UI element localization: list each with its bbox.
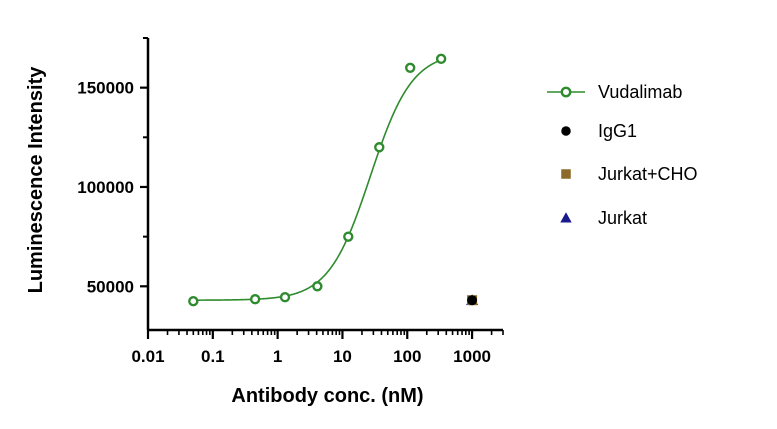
legend-marker-igg1 bbox=[561, 126, 571, 136]
axes: 50000 100000 150000 0.01 0.1 1 10 100 1000 bbox=[77, 37, 504, 366]
x-tick-label: 1 bbox=[273, 347, 282, 366]
x-tick-label: 1000 bbox=[453, 347, 491, 366]
data-points bbox=[188, 53, 479, 307]
legend-label-vudalimab: Vudalimab bbox=[598, 82, 682, 102]
vudalimab-point bbox=[312, 281, 323, 292]
legend-item-jurkat-cho: Jurkat+CHO bbox=[561, 164, 698, 184]
plot-area bbox=[188, 53, 479, 307]
y-tick-label: 150000 bbox=[77, 79, 134, 98]
legend-item-jurkat: Jurkat bbox=[560, 208, 647, 228]
vudalimab-point bbox=[279, 292, 291, 303]
legend: Vudalimab IgG1 Jurkat+CHO Jurkat bbox=[547, 82, 698, 228]
legend-marker-vudalimab bbox=[560, 86, 572, 98]
legend-item-vudalimab: Vudalimab bbox=[547, 82, 682, 102]
vudalimab-point bbox=[249, 294, 261, 305]
legend-marker-jurkat-cho bbox=[561, 169, 571, 179]
legend-marker-jurkat bbox=[560, 212, 572, 223]
x-ticks: 0.01 0.1 1 10 100 1000 bbox=[131, 330, 504, 366]
x-tick-label: 10 bbox=[333, 347, 352, 366]
y-tick-label: 100000 bbox=[77, 178, 134, 197]
legend-label-jurkat: Jurkat bbox=[598, 208, 647, 228]
igg1-point bbox=[467, 295, 478, 306]
legend-label-jurkat-cho: Jurkat+CHO bbox=[598, 164, 698, 184]
vudalimab-point bbox=[188, 295, 199, 307]
x-tick-label: 100 bbox=[393, 347, 421, 366]
y-ticks: 50000 100000 150000 bbox=[77, 37, 148, 296]
legend-item-igg1: IgG1 bbox=[561, 121, 637, 141]
y-axis-title: Luminescence Intensity bbox=[25, 66, 47, 294]
vudalimab-point bbox=[435, 53, 447, 65]
vudalimab-point bbox=[343, 231, 354, 242]
legend-label-igg1: IgG1 bbox=[598, 121, 637, 141]
vudalimab-point bbox=[374, 142, 385, 153]
x-axis-title: Antibody conc. (nM) bbox=[231, 385, 423, 407]
y-tick-label: 50000 bbox=[87, 277, 134, 296]
x-tick-label: 0.01 bbox=[131, 347, 164, 366]
x-tick-label: 0.1 bbox=[201, 347, 225, 366]
vudalimab-point bbox=[404, 62, 416, 73]
vudalimab-fit-curve bbox=[193, 59, 442, 301]
